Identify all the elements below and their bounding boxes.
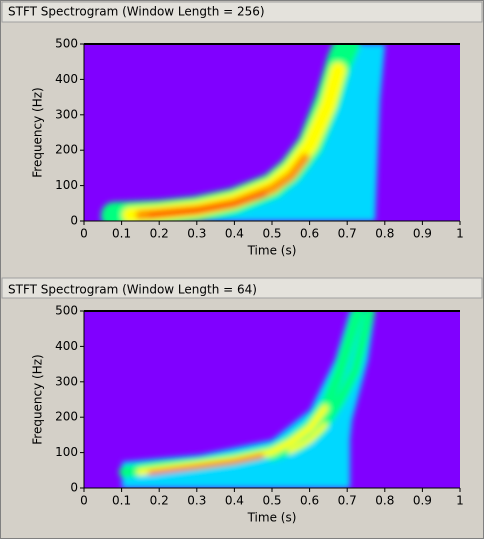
x-tick-label: 0.2 — [150, 227, 169, 241]
x-tick-label: 0.5 — [262, 227, 281, 241]
y-tick-label: 500 — [55, 37, 78, 51]
x-tick-label: 0.3 — [187, 227, 206, 241]
y-tick-label: 200 — [55, 143, 78, 157]
y-tick-label: 500 — [55, 304, 78, 318]
x-tick-label: 1 — [456, 227, 464, 241]
x-tick-label: 0 — [80, 227, 88, 241]
y-tick-label: 400 — [55, 72, 78, 86]
y-axis-label: Frequency (Hz) — [31, 354, 45, 445]
title-bar — [1, 277, 483, 299]
x-tick-label: 0.5 — [262, 494, 281, 508]
x-tick-label: 0.3 — [187, 494, 206, 508]
y-tick-label: 0 — [70, 214, 78, 228]
x-tick-label: 0.2 — [150, 494, 169, 508]
x-tick-label: 0.7 — [338, 227, 357, 241]
chart-title: STFT Spectrogram (Window Length = 64) — [8, 283, 257, 297]
spectrogram — [119, 311, 375, 488]
y-tick-label: 100 — [55, 445, 78, 459]
spectrogram — [100, 44, 385, 221]
x-tick-label: 0.4 — [225, 227, 244, 241]
y-tick-label: 300 — [55, 374, 78, 388]
x-axis-label: Time (s) — [247, 244, 297, 258]
panel: STFT Spectrogram (Window Length = 256)0 0… — [1, 1, 483, 258]
x-tick-label: 1 — [456, 494, 464, 508]
x-tick-label: 0.9 — [413, 494, 432, 508]
y-tick-label: 100 — [55, 178, 78, 192]
chart-title: STFT Spectrogram (Window Length = 256) — [8, 5, 265, 19]
y-tick-label: 200 — [55, 410, 78, 424]
x-tick-label: 0.8 — [375, 494, 394, 508]
x-tick-label: 0.4 — [225, 494, 244, 508]
x-tick-label: 0.1 — [112, 227, 131, 241]
x-tick-label: 0.9 — [413, 227, 432, 241]
x-tick-label: 0.6 — [300, 227, 319, 241]
y-tick-label: 400 — [55, 339, 78, 353]
x-tick-label: 0.7 — [338, 494, 357, 508]
y-tick-label: 300 — [55, 107, 78, 121]
x-tick-label: 0.8 — [375, 227, 394, 241]
title-bar — [1, 1, 483, 23]
x-tick-label: 0.1 — [112, 494, 131, 508]
x-tick-label: 0 — [80, 494, 88, 508]
x-axis-label: Time (s) — [247, 511, 297, 525]
x-tick-label: 0.6 — [300, 494, 319, 508]
y-axis-label: Frequency (Hz) — [31, 87, 45, 178]
panel: STFT Spectrogram (Window Length = 64) 0 0.… — [1, 277, 483, 525]
y-tick-label: 0 — [70, 481, 78, 495]
